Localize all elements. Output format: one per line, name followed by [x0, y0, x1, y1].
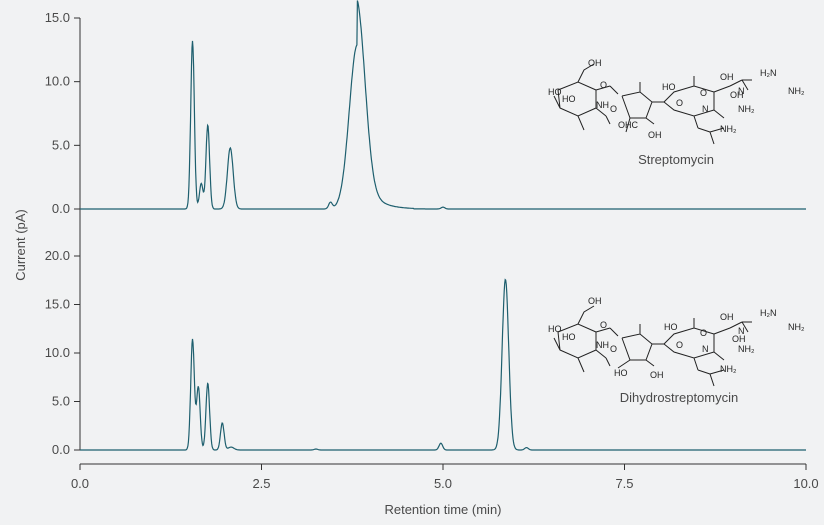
atom-label: HO — [562, 332, 576, 342]
atom-label: N — [702, 344, 709, 354]
atom-label: NH — [596, 340, 609, 350]
traces — [80, 0, 806, 451]
atom-label: O — [676, 98, 683, 108]
atom-label: N — [738, 86, 745, 96]
atom-label: NH₂ — [738, 104, 755, 114]
dihydrostreptomycin-structure: OH HO HO O NH O HO OH O HO OH H₂N N NH₂ … — [548, 296, 805, 387]
atom-label: O — [610, 104, 617, 114]
atom-label: N — [702, 104, 709, 114]
atom-label: O — [700, 88, 707, 98]
x-tick-label: 2.5 — [252, 476, 270, 491]
atom-label: H₂N — [760, 68, 777, 78]
atom-label: OH — [588, 296, 602, 306]
streptomycin-label: Streptomycin — [638, 152, 714, 167]
atom-label: HO — [664, 322, 678, 332]
atom-label: O — [700, 328, 707, 338]
atom-label: OH — [732, 334, 746, 344]
atom-label: H₂N — [760, 308, 777, 318]
atom-label: NH₂ — [788, 322, 805, 332]
y-tick-label: 5.0 — [52, 137, 70, 152]
atom-label: OH — [720, 72, 734, 82]
trace-streptomycin — [80, 0, 806, 210]
y-tick-label: 0.0 — [52, 442, 70, 457]
atom-label: NH₂ — [738, 344, 755, 354]
x-tick-label: 10.0 — [793, 476, 818, 491]
atom-label: NH₂ — [720, 364, 737, 374]
y-tick-label: 10.0 — [45, 74, 70, 89]
y-tick-label: 15.0 — [45, 297, 70, 312]
x-tick-label: 5.0 — [434, 476, 452, 491]
atom-label: OH — [648, 130, 662, 140]
atom-label: OH — [588, 58, 602, 68]
atom-label: O — [610, 344, 617, 354]
atom-label: O — [600, 80, 607, 90]
y-axis-title: Current (pA) — [13, 209, 28, 281]
atom-label: HO — [548, 87, 562, 97]
atom-label: OH — [720, 312, 734, 322]
atom-label: N — [738, 326, 745, 336]
x-tick-label: 7.5 — [615, 476, 633, 491]
atom-label: HO — [614, 368, 628, 378]
x-axis-title: Retention time (min) — [384, 502, 501, 517]
atom-label: HO — [662, 82, 676, 92]
axes: 0.0 2.5 5.0 7.5 10.0 0.0 5.0 10.0 15.0 0.0 5.0 10.0… — [45, 10, 819, 491]
atom-label: O — [676, 340, 683, 350]
atom-label: NH₂ — [788, 86, 805, 96]
y-tick-label: 0.0 — [52, 201, 70, 216]
y-tick-label: 15.0 — [45, 10, 70, 25]
trace-dihydrostreptomycin — [80, 278, 806, 451]
atom-label: NH₂ — [720, 124, 737, 134]
y-tick-label: 5.0 — [52, 394, 70, 409]
atom-label: NH — [596, 100, 609, 110]
atom-label: OHC — [618, 120, 639, 130]
atom-label: OH — [730, 90, 744, 100]
y-tick-label: 10.0 — [45, 345, 70, 360]
atom-label: O — [600, 320, 607, 330]
dihydrostreptomycin-label: Dihydrostreptomycin — [620, 390, 739, 405]
y-tick-label: 20.0 — [45, 248, 70, 263]
x-tick-label: 0.0 — [71, 476, 89, 491]
atom-label: HO — [562, 94, 576, 104]
atom-label: HO — [548, 324, 562, 334]
streptomycin-structure: OH HO HO O NH O OHC OH O HO OH H₂N N NH₂… — [548, 58, 805, 145]
atom-label: OH — [650, 370, 664, 380]
